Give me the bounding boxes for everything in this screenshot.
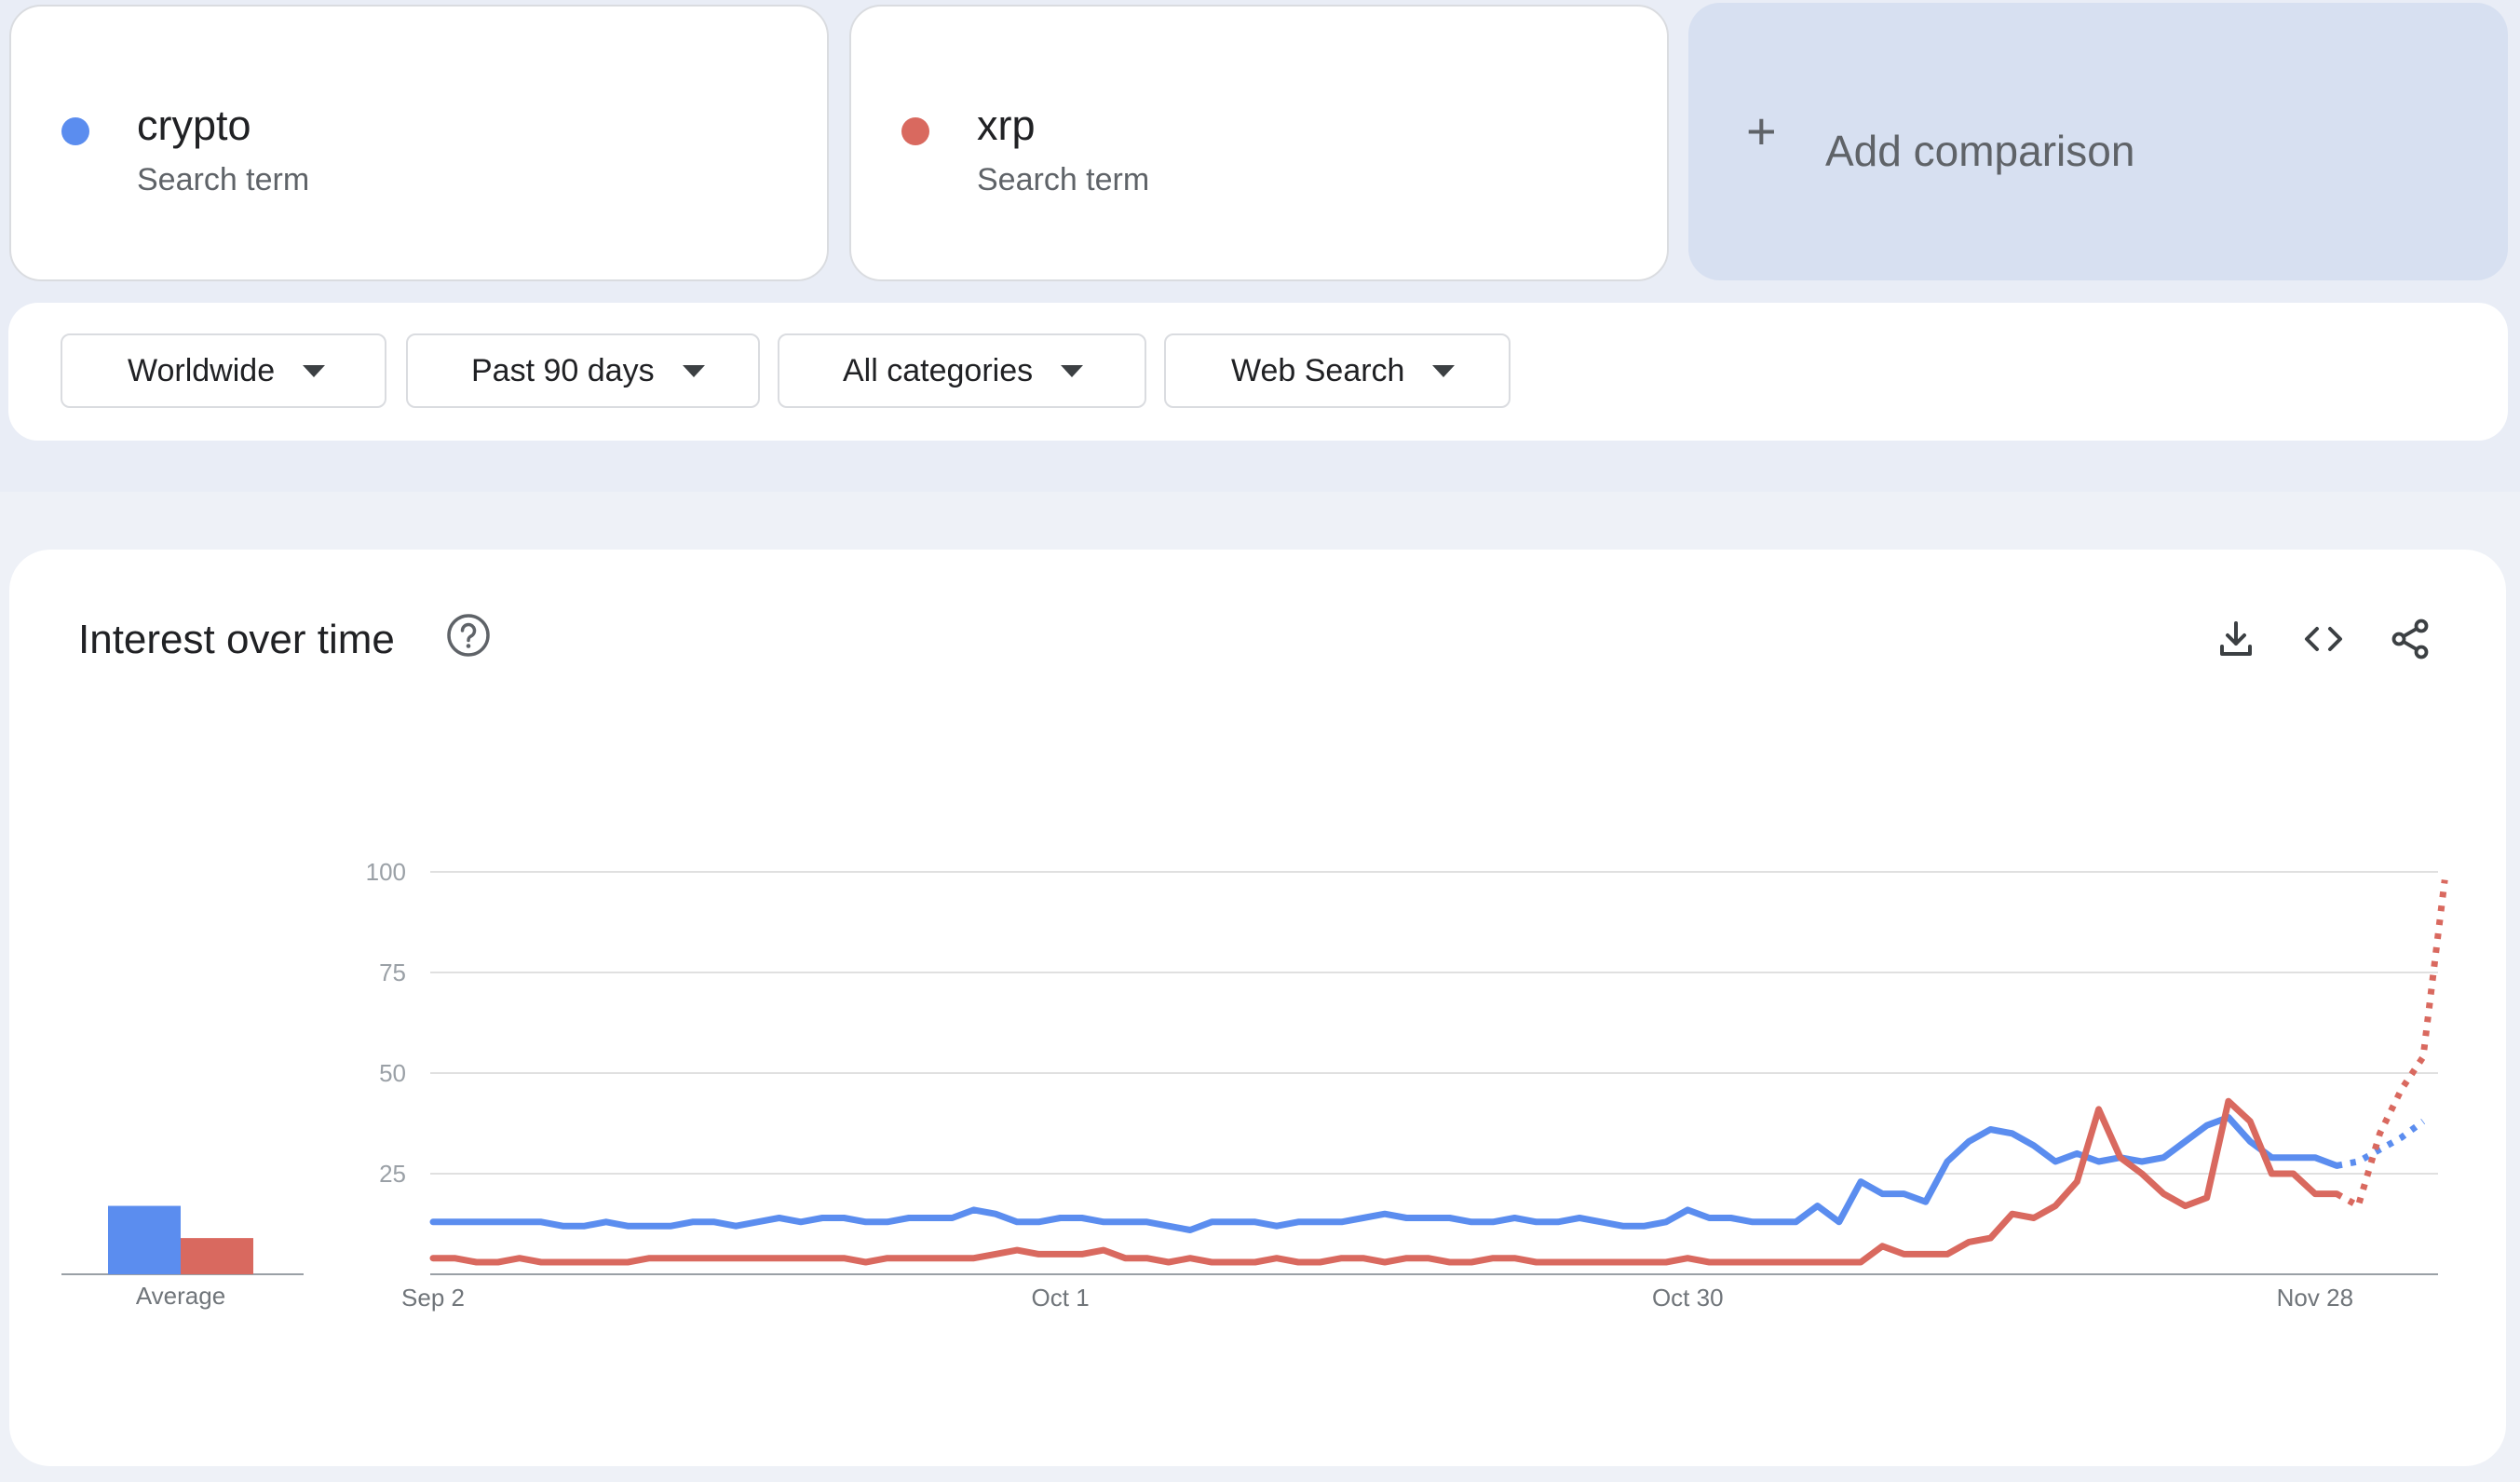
average-label: Average (136, 1282, 225, 1310)
series-line-partial-xrp[interactable] (2335, 879, 2448, 1211)
term-name[interactable]: xrp (977, 102, 1036, 149)
add-comparison-button[interactable]: + Add comparison (1688, 3, 2508, 280)
share-icon[interactable] (2388, 617, 2432, 661)
filter-search-type[interactable]: Web Search (1164, 333, 1511, 408)
filter-bar: Worldwide Past 90 days All categories We… (8, 303, 2508, 441)
term-type: Search term (977, 162, 1150, 197)
filter-location[interactable]: Worldwide (61, 333, 386, 408)
add-comparison-label: Add comparison (1825, 127, 2135, 175)
y-tick-label: 100 (366, 858, 406, 886)
dropdown-arrow-icon (1061, 364, 1084, 377)
x-tick-label: Sep 2 (401, 1284, 465, 1312)
interest-over-time-card: Interest over time 25 50 75 100 Average Sep… (9, 550, 2506, 1466)
y-tick-label: 25 (379, 1160, 406, 1188)
filter-label: Past 90 days (471, 352, 655, 388)
x-tick-label: Oct 30 (1652, 1284, 1724, 1312)
term-type: Search term (137, 162, 310, 197)
term-card-crypto[interactable]: crypto Search term (9, 5, 829, 281)
interest-over-time-chart: 25 50 75 100 Average Sep 2 Oct 1 Oct 30 Nov 28 (61, 858, 2448, 1312)
filter-label: Worldwide (128, 352, 276, 388)
term-card-xrp[interactable]: xrp Search term (849, 5, 1669, 281)
embed-icon[interactable] (2301, 617, 2346, 661)
term-name[interactable]: crypto (137, 102, 251, 149)
filter-label: All categories (843, 352, 1034, 388)
chart-title: Interest over time (78, 617, 395, 662)
filter-label: Web Search (1231, 352, 1405, 388)
download-icon[interactable] (2214, 617, 2258, 661)
x-tick-label: Oct 1 (1032, 1284, 1090, 1312)
y-tick-label: 50 (379, 1059, 406, 1087)
dropdown-arrow-icon (303, 364, 326, 377)
series-line-partial-crypto[interactable] (2336, 1118, 2426, 1169)
filter-time-range[interactable]: Past 90 days (406, 333, 760, 408)
average-bar-xrp[interactable] (181, 1238, 253, 1274)
y-tick-label: 75 (379, 959, 406, 986)
filter-category[interactable]: All categories (778, 333, 1146, 408)
series-line-xrp[interactable] (429, 1097, 2340, 1266)
dropdown-arrow-icon (1432, 364, 1456, 377)
series-color-dot (61, 117, 89, 145)
series-line-crypto[interactable] (429, 1114, 2340, 1233)
series-color-dot (901, 117, 929, 145)
dropdown-arrow-icon (682, 364, 705, 377)
plus-icon: + (1746, 102, 1777, 160)
x-tick-label: Nov 28 (2277, 1284, 2353, 1312)
help-circle-icon[interactable] (446, 613, 491, 658)
average-bar-crypto[interactable] (108, 1205, 181, 1274)
